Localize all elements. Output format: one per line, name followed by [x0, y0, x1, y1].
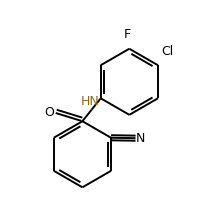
Text: F: F [124, 28, 131, 41]
Text: N: N [136, 132, 146, 145]
Text: HN: HN [81, 95, 100, 108]
Text: Cl: Cl [161, 45, 174, 58]
Text: O: O [44, 106, 54, 119]
